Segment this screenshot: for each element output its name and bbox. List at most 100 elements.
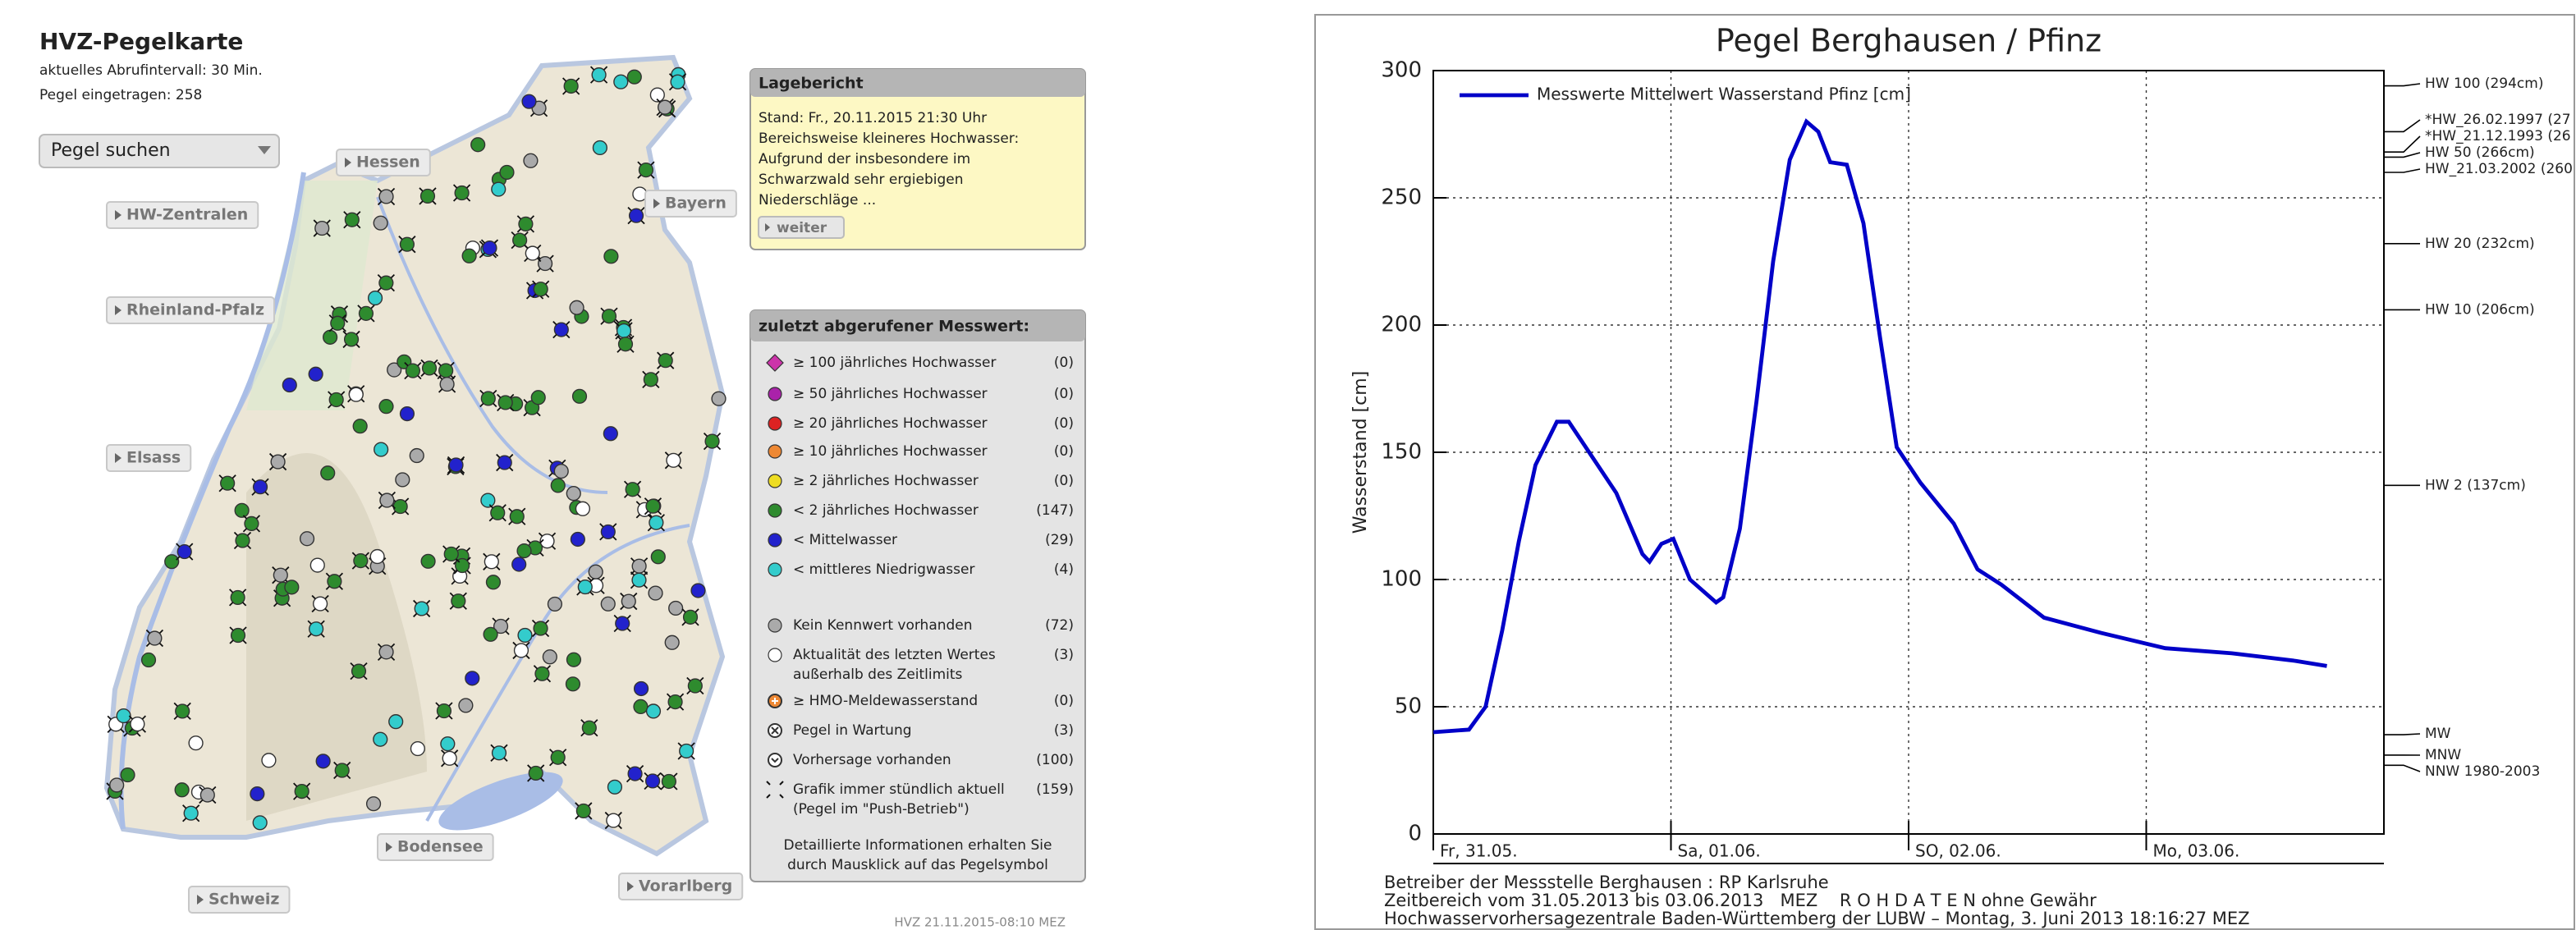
station-marker[interactable] <box>617 324 631 338</box>
station-marker[interactable] <box>630 208 644 222</box>
region-label[interactable]: Bodensee <box>397 838 484 856</box>
station-marker[interactable] <box>604 250 618 263</box>
station-marker[interactable] <box>691 584 705 598</box>
station-marker[interactable] <box>110 778 124 792</box>
station-marker[interactable] <box>142 653 156 667</box>
region-label[interactable]: Hessen <box>356 153 420 172</box>
station-marker[interactable] <box>328 575 341 589</box>
station-marker[interactable] <box>589 565 603 579</box>
station-marker[interactable] <box>575 502 589 515</box>
station-marker[interactable] <box>369 291 383 305</box>
station-marker[interactable] <box>535 667 549 680</box>
station-marker[interactable] <box>484 555 498 569</box>
station-marker[interactable] <box>315 222 329 236</box>
station-marker[interactable] <box>273 568 287 582</box>
station-marker[interactable] <box>236 534 250 547</box>
station-marker[interactable] <box>421 190 435 204</box>
station-marker[interactable] <box>300 532 314 546</box>
station-marker[interactable] <box>646 499 660 513</box>
station-marker[interactable] <box>492 182 506 196</box>
station-marker[interactable] <box>309 367 323 381</box>
station-marker[interactable] <box>310 558 324 572</box>
station-marker[interactable] <box>566 677 580 691</box>
station-marker[interactable] <box>522 94 536 108</box>
station-marker[interactable] <box>184 806 198 820</box>
station-marker[interactable] <box>634 699 648 713</box>
station-marker[interactable] <box>603 309 616 323</box>
station-marker[interactable] <box>573 389 587 403</box>
station-marker[interactable] <box>484 627 497 641</box>
station-marker[interactable] <box>564 80 578 94</box>
station-marker[interactable] <box>245 516 259 530</box>
station-marker[interactable] <box>444 547 458 561</box>
station-marker[interactable] <box>601 525 615 539</box>
station-marker[interactable] <box>551 479 565 492</box>
station-marker[interactable] <box>380 493 394 507</box>
station-marker[interactable] <box>684 610 698 624</box>
station-marker[interactable] <box>570 300 584 314</box>
station-marker[interactable] <box>176 704 190 718</box>
station-marker[interactable] <box>647 704 661 718</box>
region-label[interactable]: Vorarlberg <box>639 877 732 896</box>
region-label[interactable]: Elsass <box>126 449 181 467</box>
station-marker[interactable] <box>627 70 641 84</box>
station-marker[interactable] <box>329 393 343 407</box>
station-marker[interactable] <box>658 100 672 114</box>
region-label[interactable]: Schweiz <box>209 891 279 909</box>
station-marker[interactable] <box>649 515 663 529</box>
station-marker[interactable] <box>352 664 366 678</box>
station-marker[interactable] <box>401 407 415 421</box>
station-marker[interactable] <box>601 597 615 611</box>
station-marker[interactable] <box>323 330 337 344</box>
station-marker[interactable] <box>449 458 463 472</box>
station-marker[interactable] <box>451 594 465 608</box>
station-marker[interactable] <box>415 602 429 616</box>
station-marker[interactable] <box>671 75 685 89</box>
station-marker[interactable] <box>497 456 511 470</box>
station-marker[interactable] <box>282 378 296 392</box>
station-marker[interactable] <box>465 671 479 685</box>
station-marker[interactable] <box>632 573 646 587</box>
more-label[interactable]: weiter <box>777 220 827 236</box>
station-marker[interactable] <box>483 241 497 255</box>
station-marker[interactable] <box>644 373 658 387</box>
station-marker[interactable] <box>440 378 454 392</box>
station-marker[interactable] <box>231 629 245 643</box>
station-marker[interactable] <box>165 555 179 569</box>
station-marker[interactable] <box>668 695 682 709</box>
station-marker[interactable] <box>189 736 203 750</box>
station-marker[interactable] <box>578 580 592 594</box>
station-marker[interactable] <box>571 533 584 547</box>
station-marker[interactable] <box>314 597 328 611</box>
station-marker[interactable] <box>410 742 424 756</box>
station-marker[interactable] <box>551 750 565 764</box>
station-marker[interactable] <box>498 396 512 410</box>
station-marker[interactable] <box>400 237 414 251</box>
station-marker[interactable] <box>367 797 381 811</box>
station-marker[interactable] <box>593 141 607 155</box>
station-marker[interactable] <box>529 767 543 781</box>
station-marker[interactable] <box>582 721 596 735</box>
station-marker[interactable] <box>481 392 495 405</box>
station-marker[interactable] <box>262 754 276 767</box>
station-marker[interactable] <box>517 544 531 558</box>
station-marker[interactable] <box>335 763 349 777</box>
station-marker[interactable] <box>567 653 581 667</box>
station-marker[interactable] <box>331 316 345 330</box>
station-marker[interactable] <box>345 213 359 227</box>
station-marker[interactable] <box>374 732 387 746</box>
station-marker[interactable] <box>524 153 538 167</box>
station-marker[interactable] <box>592 68 606 82</box>
station-marker[interactable] <box>354 554 368 568</box>
station-marker[interactable] <box>131 717 144 731</box>
station-marker[interactable] <box>438 704 451 718</box>
station-marker[interactable] <box>421 554 435 568</box>
station-marker[interactable] <box>500 166 514 180</box>
station-marker[interactable] <box>441 737 455 751</box>
region-label[interactable]: Bayern <box>665 195 727 213</box>
station-marker[interactable] <box>117 709 131 723</box>
station-marker[interactable] <box>614 75 628 89</box>
station-marker[interactable] <box>531 391 545 405</box>
station-marker[interactable] <box>231 591 245 605</box>
station-marker[interactable] <box>406 364 420 378</box>
